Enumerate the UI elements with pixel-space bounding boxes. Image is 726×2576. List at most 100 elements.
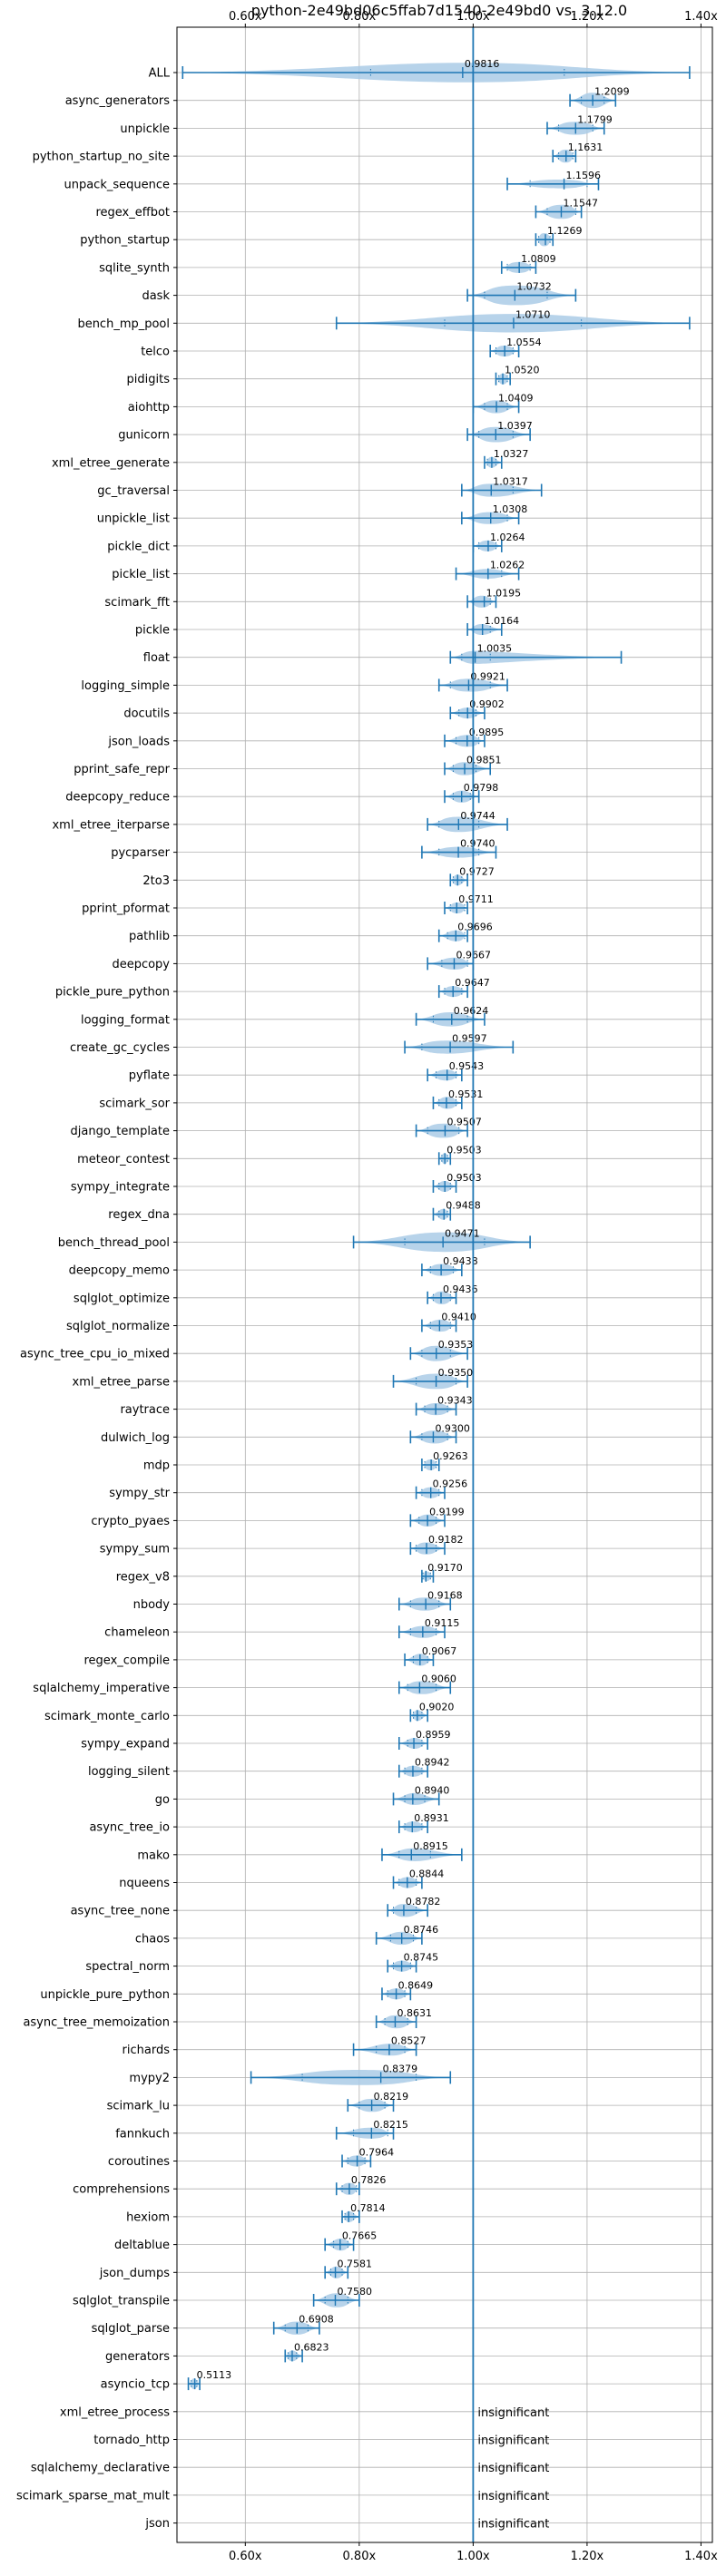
benchmark-label: async_tree_memoization	[23, 2016, 170, 2030]
benchmark-label: sympy_integrate	[71, 1181, 170, 1195]
value-label: 0.9503	[446, 1172, 482, 1184]
value-label: 0.9727	[459, 865, 495, 877]
insignificant-label: insignificant	[477, 2435, 549, 2448]
value-label: 0.9711	[458, 893, 494, 905]
value-label: 1.0554	[506, 337, 542, 348]
x-tick-label-top: 0.80x	[343, 10, 377, 24]
value-label: 1.1269	[547, 225, 583, 237]
benchmark-label: sympy_str	[109, 1487, 170, 1500]
value-label: 0.9744	[460, 810, 495, 822]
benchmark-label: ALL	[149, 67, 171, 81]
value-label: 0.9531	[448, 1088, 484, 1100]
benchmark-label: regex_v8	[116, 1570, 170, 1584]
benchmark-label: sqlalchemy_imperative	[33, 1682, 170, 1695]
benchmark-label: go	[155, 1793, 170, 1807]
insignificant-label: insignificant	[477, 2518, 549, 2532]
value-label: 0.9488	[446, 1200, 481, 1212]
value-label: 0.9647	[455, 977, 489, 989]
benchmark-label: hexiom	[126, 2210, 170, 2224]
value-label: 0.9115	[425, 1617, 460, 1629]
benchmark-label: coroutines	[108, 2155, 170, 2169]
benchmark-label: sympy_sum	[100, 1543, 170, 1556]
benchmark-label: sqlite_synth	[99, 261, 170, 275]
y-axis-labels: ALL async_generators unpickle python_startu…	[16, 67, 177, 2531]
benchmark-label: telco	[141, 346, 170, 359]
value-label: 1.0164	[485, 615, 520, 627]
benchmark-label: mypy2	[129, 2072, 170, 2085]
value-label: 0.9438	[443, 1255, 478, 1267]
benchmark-label: create_gc_cycles	[70, 1041, 170, 1055]
benchmark-label: 2to3	[142, 874, 170, 888]
value-label: 0.7814	[350, 2202, 386, 2214]
benchmark-label: comprehensions	[73, 2183, 170, 2197]
value-label: 0.7964	[359, 2147, 395, 2159]
x-tick-label-bottom: 0.60x	[229, 2550, 262, 2563]
value-label: 0.9624	[454, 1005, 488, 1017]
benchmark-label: deepcopy_memo	[69, 1264, 170, 1278]
value-label: 0.9543	[449, 1060, 485, 1072]
benchmark-label: deepcopy	[112, 958, 170, 971]
benchmark-label: bench_mp_pool	[77, 317, 170, 331]
value-label: 0.9020	[419, 1701, 455, 1712]
benchmark-label: deltablue	[114, 2239, 170, 2252]
value-label: 0.8379	[383, 2063, 418, 2074]
x-tick-label-top: 0.60x	[229, 10, 262, 24]
benchmark-label: unpack_sequence	[64, 178, 170, 191]
insignificant-label: insignificant	[477, 2406, 549, 2420]
x-tick-label-bottom: 1.00x	[456, 2550, 490, 2563]
benchmark-label: scimark_sor	[99, 1097, 170, 1110]
benchmark-label: gc_traversal	[97, 484, 170, 498]
value-label: 1.1799	[577, 113, 613, 125]
value-label: 0.9353	[438, 1339, 474, 1351]
benchmark-label: scimark_monte_carlo	[44, 1710, 170, 1723]
benchmark-label: scimark_fft	[104, 596, 170, 610]
benchmark-label: python_startup	[80, 234, 170, 248]
benchmark-label: unpickle_pure_python	[40, 1988, 170, 2002]
value-label: 1.0520	[505, 365, 540, 376]
value-label: 1.0195	[486, 587, 522, 599]
value-label: 0.7580	[337, 2286, 372, 2298]
value-label: 0.9060	[421, 1673, 456, 1685]
value-label: 1.0409	[498, 392, 534, 404]
benchmark-label: django_template	[71, 1125, 170, 1138]
value-label: 0.9597	[452, 1033, 486, 1045]
insignificant-label: insignificant	[477, 2490, 549, 2503]
x-tick-label-top: 1.00x	[456, 10, 490, 24]
benchmark-label: crypto_pyaes	[91, 1515, 170, 1528]
benchmark-label: sqlglot_parse	[92, 2322, 170, 2336]
benchmark-label: chaos	[135, 1932, 170, 1946]
chart-marks: 0.9816 1.2099 1.1799 1.1631 1.1596 1.1547 1.12…	[182, 27, 691, 2542]
x-tick-label-bottom: 1.40x	[684, 2550, 718, 2563]
benchmark-label: sqlglot_transpile	[73, 2295, 170, 2308]
value-label: 0.9696	[457, 922, 493, 933]
benchmark-label: scimark_sparse_mat_mult	[16, 2489, 170, 2503]
value-label: 0.9436	[443, 1283, 478, 1295]
value-label: 0.8649	[398, 1979, 434, 1991]
value-label: 1.0264	[490, 532, 525, 543]
benchmark-label: pyflate	[129, 1069, 170, 1083]
benchmark-label: spectral_norm	[85, 1960, 170, 1974]
benchmark-label: async_tree_cpu_io_mixed	[20, 1348, 170, 1361]
value-label: 0.8746	[404, 1924, 439, 1936]
benchmark-label: aiohttp	[128, 401, 170, 415]
value-label: 1.0317	[493, 476, 528, 488]
benchmark-label: json	[144, 2517, 170, 2531]
x-tick-label-bottom: 0.80x	[343, 2550, 377, 2563]
value-label: 1.0397	[497, 420, 533, 432]
benchmark-label: gunicorn	[118, 429, 170, 443]
value-label: 0.9067	[422, 1645, 457, 1657]
benchmark-label: bench_thread_pool	[58, 1236, 170, 1250]
benchmark-label: async_tree_none	[71, 1905, 170, 1918]
benchmark-label: docutils	[123, 707, 170, 721]
benchmark-label: dask	[142, 289, 170, 303]
value-label: 0.9816	[465, 58, 500, 70]
value-label: 0.5113	[197, 2369, 232, 2381]
x-tick-label-top: 1.20x	[571, 10, 604, 24]
benchmark-label: pickle_pure_python	[55, 986, 170, 1000]
x-tick-label-bottom: 1.20x	[571, 2550, 604, 2563]
benchmark-label: mdp	[143, 1459, 170, 1473]
chart-title: python-2e49bd06c5ffab7d1540-2e49bd0 vs. …	[251, 2, 627, 19]
benchmark-label: sqlglot_normalize	[66, 1320, 170, 1333]
value-label: 0.6908	[299, 2314, 334, 2326]
value-label: 1.0710	[515, 308, 551, 320]
